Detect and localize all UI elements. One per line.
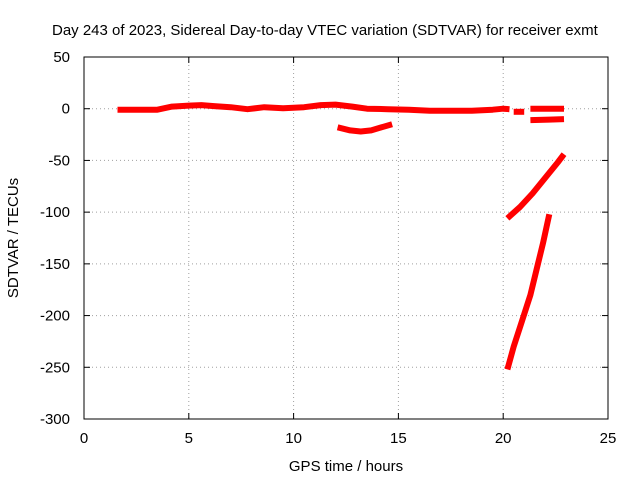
y-tick-label: 0	[62, 101, 70, 118]
x-tick-label: 5	[185, 430, 193, 447]
series-line-6	[505, 152, 567, 221]
y-tick-label: -250	[40, 359, 70, 376]
y-tick-label: 50	[53, 49, 70, 66]
ticks	[83, 56, 609, 420]
series-group	[117, 101, 567, 371]
x-tick-label: 10	[285, 430, 302, 447]
x-tick-label: 20	[495, 430, 512, 447]
chart-title: Day 243 of 2023, Sidereal Day-to-day VTE…	[52, 22, 599, 39]
y-tick-label: -100	[40, 204, 70, 221]
series-line-7	[504, 213, 553, 371]
y-tick-label: -200	[40, 308, 70, 325]
series-line-4	[530, 116, 565, 124]
series-line-5	[336, 121, 393, 135]
tick-labels: 0 5 10 15 20 25 -300 -250 -200 -150 -100 -50 0 50	[40, 49, 616, 447]
y-tick-label: -50	[48, 152, 70, 169]
y-tick-label: -300	[40, 411, 70, 428]
y-axis-title: SDTVAR / TECUs	[5, 178, 22, 298]
x-tick-label: 0	[80, 430, 88, 447]
x-tick-label: 15	[390, 430, 407, 447]
plot-frame	[83, 56, 609, 420]
x-axis-title: GPS time / hours	[289, 458, 403, 475]
y-tick-label: -150	[40, 256, 70, 273]
series-line-1	[117, 101, 510, 114]
x-tick-label: 25	[600, 430, 617, 447]
